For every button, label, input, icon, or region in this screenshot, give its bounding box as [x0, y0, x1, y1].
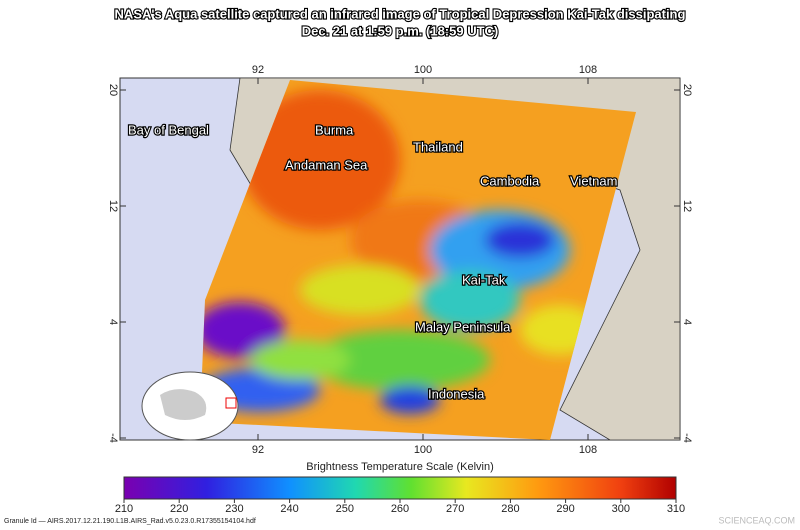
lat-tick-label: 4	[681, 319, 693, 325]
place-label: Bay of Bengal	[128, 122, 209, 137]
colorbar-tick-label: 230	[225, 503, 243, 515]
lon-tick-label: 92	[252, 64, 264, 76]
title-line: NASA's Aqua satellite captured an infrar…	[115, 6, 686, 21]
colorbar-tick-label: 210	[115, 503, 133, 515]
colorbar-tick-label: 250	[336, 503, 354, 515]
colorbar-tick-label: 260	[391, 503, 409, 515]
place-label: Malay Peninsula	[415, 319, 511, 334]
place-label: Cambodia	[480, 173, 540, 188]
colorbar-tick-label: 270	[446, 503, 464, 515]
lat-tick-label: 4	[107, 319, 119, 325]
colorbar-tick-label: 240	[280, 503, 298, 515]
lon-tick-label: 100	[414, 64, 432, 76]
place-label: Thailand	[413, 139, 463, 154]
colorbar-tick-label: 220	[170, 503, 188, 515]
colorbar	[123, 476, 677, 500]
colorbar-title: Brightness Temperature Scale (Kelvin)	[306, 461, 494, 473]
watermark: SCIENCEAQ.COM	[718, 515, 795, 525]
place-label: Burma	[315, 122, 354, 137]
lat-tick-label: 20	[681, 84, 693, 96]
lon-tick-label: 108	[579, 64, 597, 76]
granule-id: Granule Id — AIRS.2017.12.21.190.L1B.AIR…	[4, 518, 256, 525]
lon-tick-label: 92	[252, 444, 264, 456]
lat-tick-label: 12	[681, 200, 693, 212]
map	[119, 77, 681, 441]
lon-tick-label: 100	[414, 444, 432, 456]
lon-tick-label: 108	[579, 444, 597, 456]
colorbar-tick-label: 300	[612, 503, 630, 515]
place-label: Vietnam	[570, 173, 617, 188]
lat-tick-label: 12	[107, 200, 119, 212]
swath	[200, 80, 636, 440]
colorbar-tick-label: 280	[501, 503, 519, 515]
place-label: Kai-Tak	[462, 272, 506, 287]
place-label: Indonesia	[428, 386, 485, 401]
lat-tick-label: 20	[107, 84, 119, 96]
lat-tick-label: -4	[681, 433, 693, 443]
colorbar-tick-label: 310	[667, 503, 685, 515]
colorbar-tick-label: 290	[556, 503, 574, 515]
place-label: Andaman Sea	[285, 157, 368, 172]
inset-globe	[141, 371, 239, 441]
title-line: Dec. 21 at 1:59 p.m. (18:59 UTC)	[302, 23, 499, 38]
lat-tick-label: -4	[107, 433, 119, 443]
